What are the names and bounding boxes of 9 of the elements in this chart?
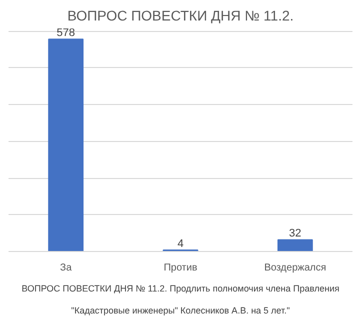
data-label: 578 <box>56 27 76 40</box>
text: "Кадастровые инженеры" Колесников А.В. на 5 лет." <box>71 306 290 316</box>
x-tick-label: За <box>60 262 72 274</box>
data-label: 4 <box>177 238 184 250</box>
x-tick-label: Против <box>164 262 198 274</box>
text: ВОПРОС ПОВЕСТКИ ДНЯ № 11.2. Продлить полномочия члена Правления <box>22 284 340 294</box>
chart-title: ВОПРОС ПОВЕСТКИ ДНЯ № 11.2. <box>67 8 294 24</box>
data-label: 32 <box>289 228 302 240</box>
x-tick-label: Воздержался <box>264 262 326 274</box>
